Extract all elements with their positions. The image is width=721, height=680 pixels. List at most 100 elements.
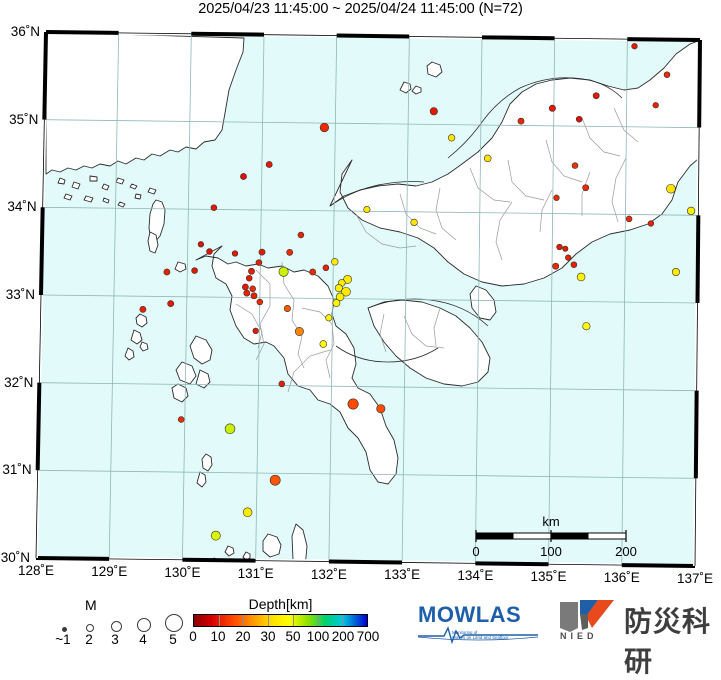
earthquake-marker[interactable]	[335, 292, 345, 302]
colorbar-tick	[292, 615, 294, 626]
earthquake-marker[interactable]	[210, 530, 221, 541]
grid-parallel	[42, 206, 699, 216]
depth-colorbar	[193, 614, 368, 627]
svg-text:0: 0	[472, 544, 479, 559]
grid-parallel	[37, 469, 696, 479]
earthquake-marker[interactable]	[517, 117, 525, 125]
earthquake-marker[interactable]	[248, 267, 255, 275]
earthquake-marker[interactable]	[570, 261, 578, 268]
earthquake-marker[interactable]	[666, 183, 676, 194]
colorbar-tick	[268, 615, 270, 626]
page-title: 2025/04/23 11:45:00 ~ 2025/04/24 11:45:0…	[198, 1, 523, 17]
earthquake-marker[interactable]	[294, 326, 304, 336]
earthquake-marker[interactable]	[297, 231, 305, 239]
earthquake-marker[interactable]	[139, 306, 147, 313]
earthquake-marker[interactable]	[245, 274, 253, 282]
earthquake-marker[interactable]	[278, 380, 286, 388]
magnitude-symbol	[110, 621, 122, 632]
landmass-layer	[45, 32, 700, 566]
colorbar-tick	[218, 615, 220, 626]
earthquake-marker[interactable]	[429, 107, 438, 116]
earthquake-markers[interactable]	[139, 43, 696, 541]
longitude-tick-label: 129˚E	[91, 563, 128, 579]
frame-top-outline	[45, 31, 701, 41]
earthquake-marker[interactable]	[283, 304, 291, 312]
earthquake-marker[interactable]	[269, 474, 281, 486]
earthquake-marker[interactable]	[483, 154, 492, 163]
earthquake-marker[interactable]	[582, 322, 591, 331]
earthquake-marker[interactable]	[565, 254, 572, 261]
earthquake-marker[interactable]	[582, 184, 590, 192]
map-panel[interactable]: km 0 100 200 36˚N 35˚N 34˚N 33˚N 32˚N 31˚N 30˚…	[0, 18, 721, 586]
earthquake-marker[interactable]	[575, 115, 583, 123]
earthquake-marker[interactable]	[278, 266, 289, 277]
earthquake-marker[interactable]	[376, 404, 386, 414]
earthquake-marker[interactable]	[343, 275, 352, 284]
earthquake-marker[interactable]	[256, 298, 264, 306]
longitude-tick-label: 133˚E	[384, 567, 421, 583]
colorbar-tick	[342, 615, 344, 626]
colorbar-tick	[317, 615, 319, 626]
earthquake-marker[interactable]	[322, 264, 330, 272]
earthquake-marker[interactable]	[334, 284, 343, 293]
earthquake-marker[interactable]	[242, 283, 249, 291]
earthquake-marker[interactable]	[197, 241, 205, 248]
magnitude-symbol	[61, 627, 67, 632]
magnitude-legend-symbols	[55, 614, 185, 632]
earthquake-marker[interactable]	[286, 249, 294, 256]
earthquake-marker[interactable]	[258, 248, 266, 256]
earthquake-marker[interactable]	[592, 92, 600, 100]
earthquake-marker[interactable]	[325, 314, 333, 322]
earthquake-marker[interactable]	[265, 161, 273, 168]
earthquake-marker[interactable]	[647, 220, 655, 227]
earthquake-marker[interactable]	[625, 215, 633, 223]
earthquake-marker[interactable]	[652, 102, 659, 109]
earthquake-marker[interactable]	[243, 289, 251, 297]
earthquake-marker[interactable]	[556, 243, 563, 251]
earthquake-marker[interactable]	[255, 259, 263, 266]
earthquake-marker[interactable]	[191, 267, 198, 274]
earthquake-marker[interactable]	[562, 245, 569, 252]
earthquake-marker[interactable]	[224, 423, 236, 435]
seismicity-map[interactable]: km 0 100 200	[0, 18, 721, 573]
earthquake-marker[interactable]	[319, 122, 330, 133]
earthquake-marker[interactable]	[240, 173, 247, 180]
earthquake-marker[interactable]	[363, 206, 371, 214]
earthquake-marker[interactable]	[347, 398, 359, 410]
longitude-tick-label: 131˚E	[237, 565, 274, 581]
earthquake-marker[interactable]	[319, 340, 328, 348]
earthquake-marker[interactable]	[548, 104, 556, 112]
earthquake-marker[interactable]	[332, 299, 341, 307]
earthquake-marker[interactable]	[576, 272, 586, 282]
earthquake-marker[interactable]	[250, 292, 258, 300]
earthquake-marker[interactable]	[210, 204, 218, 211]
earthquake-marker[interactable]	[177, 416, 185, 423]
earthquake-marker[interactable]	[206, 248, 213, 255]
mowlas-tagline: Monitoring of Waves on Land and Seafloor	[452, 630, 542, 641]
latitude-tick-label: 31˚N	[2, 462, 32, 478]
earthquake-marker[interactable]	[686, 206, 696, 216]
earthquake-marker[interactable]	[671, 268, 680, 277]
earthquake-marker[interactable]	[553, 194, 560, 201]
earthquake-marker[interactable]	[410, 218, 418, 227]
depth-legend-title: Depth[km]	[248, 596, 313, 612]
earthquake-marker[interactable]	[309, 268, 317, 276]
mowlas-waveform-icon	[418, 626, 538, 644]
earthquake-marker[interactable]	[552, 262, 560, 270]
earthquake-marker[interactable]	[447, 134, 456, 142]
earthquake-marker[interactable]	[631, 43, 638, 50]
earthquake-marker[interactable]	[341, 286, 351, 297]
magnitude-legend-labels: ~1 2 3 4 5	[55, 632, 185, 648]
earthquake-marker[interactable]	[167, 300, 175, 307]
earthquake-marker[interactable]	[571, 162, 579, 169]
earthquake-marker[interactable]	[663, 71, 671, 78]
earthquake-marker[interactable]	[331, 258, 339, 266]
earthquake-marker[interactable]	[163, 268, 171, 276]
earthquake-marker[interactable]	[249, 285, 256, 293]
earthquake-marker[interactable]	[231, 250, 239, 257]
longitude-tick-label: 135˚E	[530, 569, 567, 585]
svg-text:200: 200	[615, 544, 637, 559]
earthquake-marker[interactable]	[242, 507, 253, 518]
earthquake-marker[interactable]	[252, 327, 259, 335]
depth-label: 0	[189, 629, 197, 644]
